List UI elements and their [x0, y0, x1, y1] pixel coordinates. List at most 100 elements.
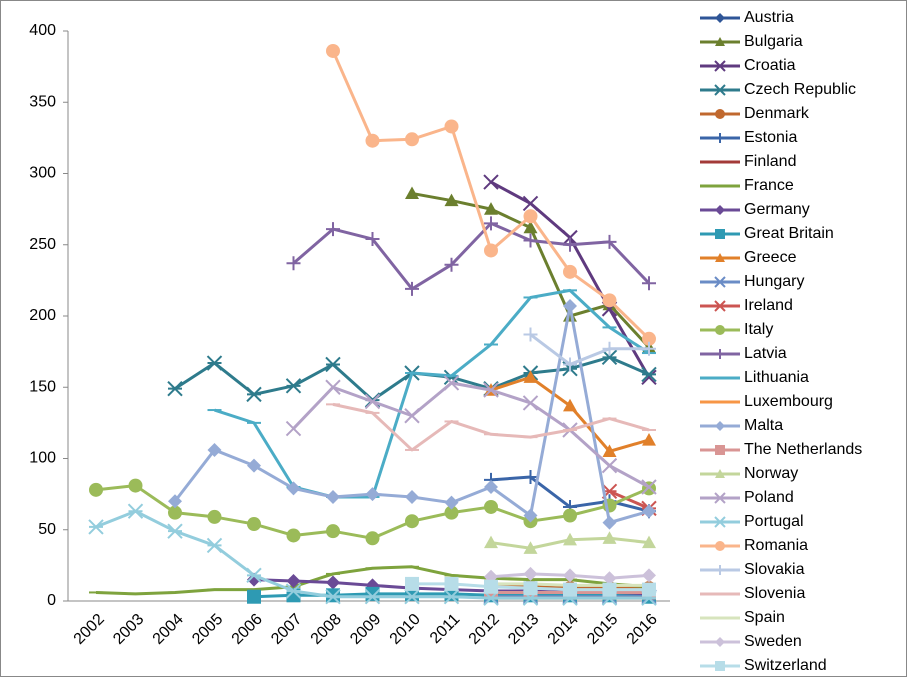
legend-label: Germany: [744, 201, 810, 218]
marker: [207, 509, 222, 524]
legend-marker: [714, 492, 726, 504]
marker: [247, 458, 261, 473]
legend-label: Austria: [744, 9, 794, 26]
marker: [286, 574, 301, 589]
marker: [602, 341, 617, 356]
marker: [523, 566, 538, 581]
legend-label: Denmark: [744, 105, 810, 122]
y-tick-label: 400: [29, 22, 56, 39]
marker: [246, 386, 262, 403]
marker: [601, 457, 618, 474]
legend-label: Lithuania: [744, 369, 809, 386]
marker: [285, 378, 302, 394]
legend-label: Croatia: [744, 57, 796, 74]
marker: [642, 504, 656, 519]
marker: [522, 395, 539, 411]
marker: [563, 568, 577, 583]
marker: [444, 257, 459, 272]
legend-marker: [715, 565, 725, 575]
marker: [483, 174, 499, 190]
marker: [128, 478, 143, 493]
marker: [602, 515, 617, 530]
marker: [642, 331, 656, 346]
marker: [523, 470, 538, 485]
marker: [642, 341, 656, 356]
legend-marker: [715, 229, 725, 239]
marker: [563, 237, 577, 252]
legend-marker: [715, 445, 725, 455]
marker: [563, 582, 577, 597]
marker: [285, 420, 302, 437]
legend-marker: [714, 60, 726, 72]
legend-label: France: [744, 177, 794, 194]
marker: [247, 517, 261, 532]
legend-marker: [715, 109, 725, 119]
legend-label: Czech Republic: [744, 81, 856, 98]
marker: [602, 234, 617, 249]
legend-label: Finland: [744, 153, 796, 170]
marker: [642, 276, 656, 291]
legend-label: Ireland: [744, 297, 793, 314]
marker: [523, 327, 538, 342]
marker: [602, 582, 617, 597]
legend-label: Luxembourg: [744, 393, 833, 410]
legend-marker: [714, 300, 726, 312]
marker: [602, 571, 617, 586]
marker: [523, 581, 538, 596]
legend-marker: [715, 469, 725, 478]
legend-label: Great Britain: [744, 225, 834, 242]
marker: [602, 444, 617, 457]
legend-label: Italy: [744, 321, 773, 338]
marker: [127, 503, 144, 519]
legend-label: Slovakia: [744, 561, 805, 578]
marker: [89, 482, 103, 497]
marker: [641, 366, 657, 383]
y-tick-label: 100: [29, 450, 56, 467]
legend-label: Romania: [744, 537, 808, 554]
marker: [285, 583, 302, 599]
series-line: [214, 288, 650, 499]
marker: [404, 589, 420, 605]
marker: [563, 532, 577, 546]
marker: [167, 380, 183, 397]
legend-label: Norway: [744, 465, 798, 482]
marker: [484, 480, 498, 494]
marker: [365, 531, 380, 546]
marker: [286, 528, 301, 543]
series-line: [529, 333, 649, 366]
marker: [246, 567, 262, 584]
marker: [326, 43, 340, 58]
legend-label: Slovenia: [744, 585, 805, 602]
legend-marker: [715, 133, 725, 143]
marker: [523, 233, 538, 248]
legend-label: Greece: [744, 249, 797, 266]
marker: [325, 356, 341, 373]
marker: [405, 489, 419, 504]
marker: [326, 575, 340, 590]
marker: [405, 576, 419, 591]
marker: [206, 355, 223, 371]
series-line: [292, 381, 650, 489]
legend-label: Estonia: [744, 129, 797, 146]
marker: [523, 508, 538, 523]
legend-label: Switzerland: [744, 657, 827, 674]
marker: [444, 576, 459, 591]
marker: [167, 523, 183, 539]
marker: [484, 243, 498, 258]
legend-marker: [715, 637, 725, 647]
marker: [523, 541, 538, 554]
marker: [326, 524, 340, 539]
marker: [484, 216, 498, 231]
marker: [405, 281, 419, 296]
marker: [522, 195, 539, 212]
marker: [444, 505, 459, 520]
legend-label: Spain: [744, 609, 785, 626]
marker: [563, 264, 577, 279]
marker: [168, 494, 182, 509]
series-line: [292, 221, 651, 291]
marker: [247, 589, 261, 604]
y-tick-label: 350: [29, 93, 56, 110]
legend-marker: [715, 253, 725, 262]
